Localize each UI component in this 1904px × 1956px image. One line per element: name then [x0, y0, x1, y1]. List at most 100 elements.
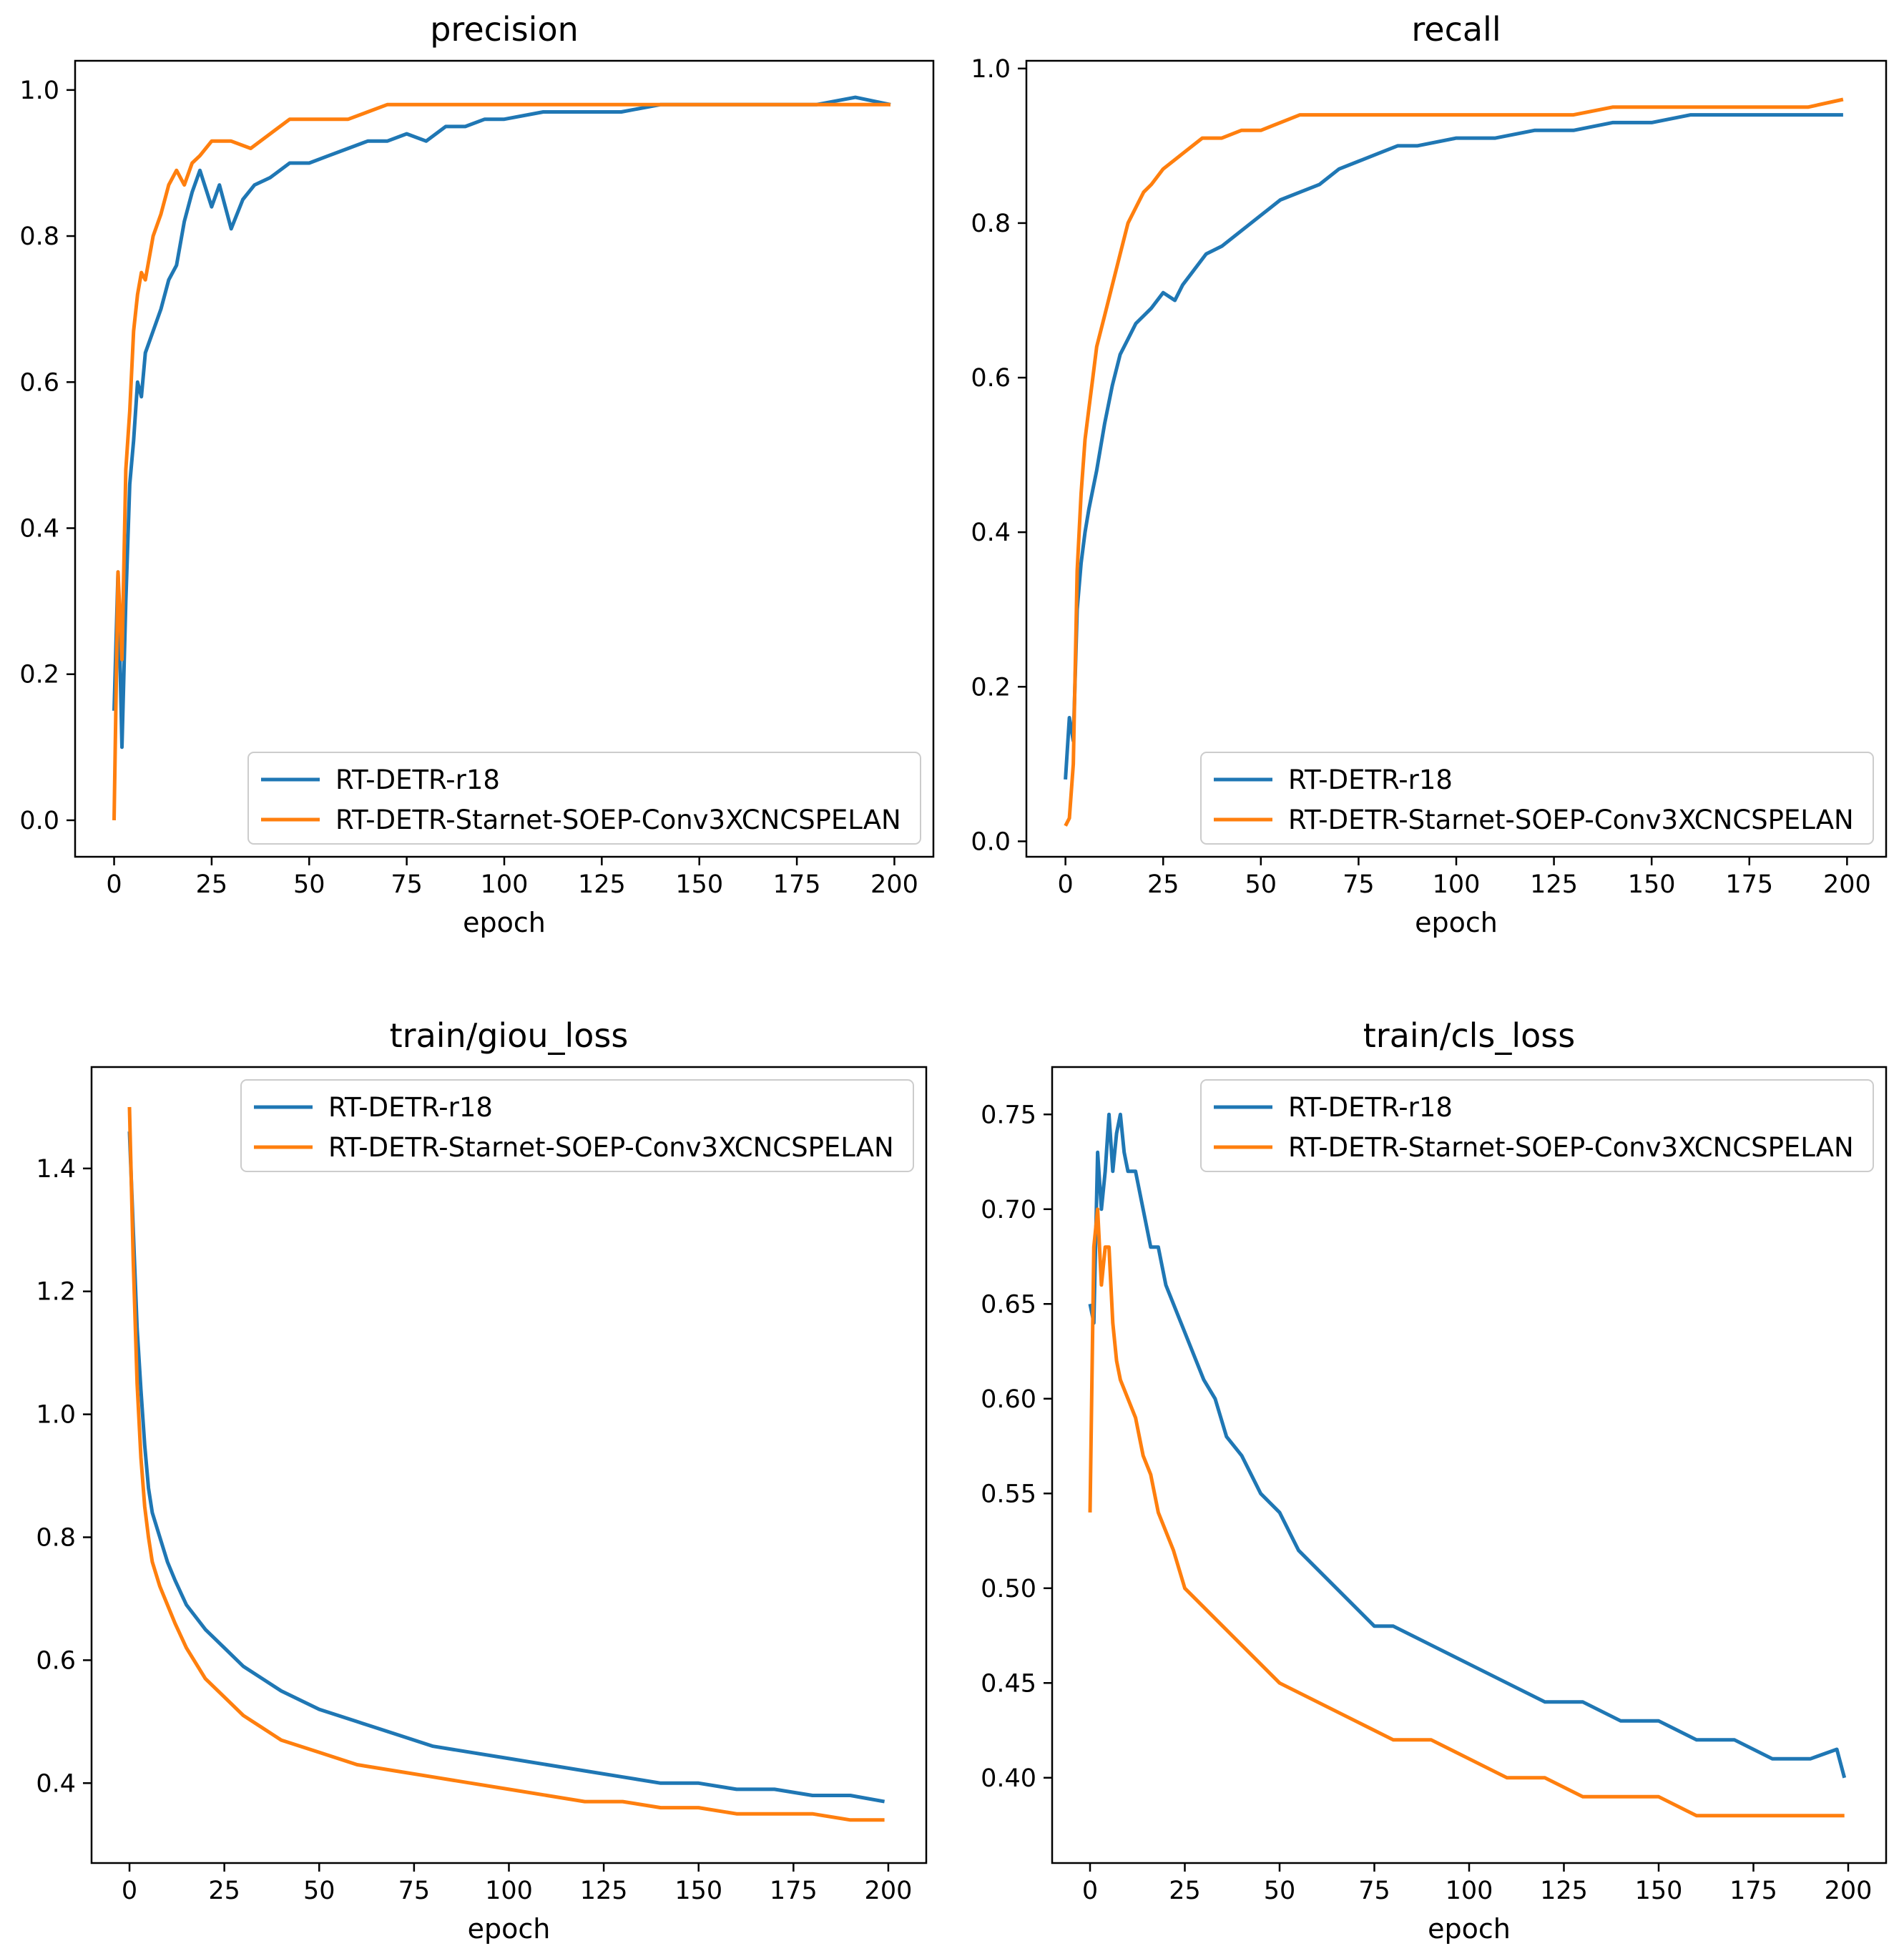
- chart-panel-2: 0 25 50 75 100 125 150 175 200 0.0 0.2 0.4 0.6 0.8 1.0…: [971, 10, 1888, 938]
- chart-panel-1: 0 25 50 75 100 125 150 175 200 0.0 0.2 0.4 0.6 0.8 1.0…: [19, 10, 935, 938]
- x-tick-label: 175: [1725, 870, 1773, 899]
- x-tick-label: 150: [1635, 1877, 1683, 1905]
- y-tick-label: 1.2: [36, 1278, 76, 1307]
- axes-frame: [1051, 1066, 1888, 1864]
- y-tick-label: 1.0: [36, 1401, 76, 1430]
- x-tick-label: 125: [1540, 1877, 1588, 1905]
- chart-panel-3: 0 25 50 75 100 125 150 175 200 0.4 0.6 0.8 1.0 1.2 1.4…: [36, 1016, 928, 1945]
- x-tick-label: 150: [674, 1877, 722, 1905]
- chart-title: recall: [1411, 10, 1501, 49]
- y-tick-label: 0.8: [36, 1523, 76, 1552]
- series-line-rt-detr-r18: [1088, 1112, 1847, 1779]
- y-tick-label: 0.4: [19, 515, 59, 544]
- x-tick-label: 75: [1343, 870, 1375, 899]
- x-tick-label: 50: [303, 1877, 335, 1905]
- x-tick-label: 50: [1245, 870, 1277, 899]
- legend-entry: RT-DETR-r18: [328, 1092, 493, 1123]
- y-tick-label: 0.45: [981, 1669, 1036, 1698]
- x-tick-label: 125: [578, 870, 626, 899]
- legend-frame: [247, 752, 921, 845]
- y-tick-label: 0.8: [19, 222, 59, 251]
- x-tick-label: 200: [1823, 870, 1871, 899]
- y-tick-label: 0.55: [981, 1480, 1036, 1508]
- series-line-rt-detr-r18: [127, 1131, 885, 1804]
- x-tick-label: 0: [122, 1877, 137, 1905]
- chart-title: train/giou_loss: [390, 1016, 629, 1055]
- y-tick-label: 0.65: [981, 1290, 1036, 1319]
- series-line-rt-detr-starnet: [1064, 97, 1844, 827]
- axes-frame: [90, 1066, 928, 1864]
- legend-entry: RT-DETR-Starnet-SOEP-Conv3XCNCSPELAN: [1288, 1132, 1854, 1163]
- x-tick-label: 75: [398, 1877, 431, 1905]
- y-tick-label: 1.0: [19, 77, 59, 105]
- x-axis-label: epoch: [1428, 1913, 1511, 1945]
- x-tick-label: 25: [208, 1877, 240, 1905]
- y-tick-label: 0.60: [981, 1385, 1036, 1414]
- chart-panel-4: 0 25 50 75 100 125 150 175 200 0.40 0.45 0.50 0.55 0.…: [981, 1016, 1888, 1945]
- x-tick-label: 100: [485, 1877, 533, 1905]
- x-tick-label: 125: [580, 1877, 628, 1905]
- x-tick-label: 0: [1057, 870, 1073, 899]
- x-tick-label: 100: [481, 870, 529, 899]
- series-line-rt-detr-starnet: [127, 1106, 885, 1822]
- x-tick-label: 150: [675, 870, 723, 899]
- series-line-rt-detr-starnet: [112, 102, 890, 820]
- x-tick-label: 50: [293, 870, 325, 899]
- x-axis-label: epoch: [463, 907, 546, 938]
- legend-entry: RT-DETR-r18: [1288, 1092, 1453, 1123]
- legend: RT-DETR-r18 RT-DETR-Starnet-SOEP-Conv3XCN…: [247, 752, 921, 845]
- x-tick-label: 25: [1147, 870, 1179, 899]
- x-tick-label: 75: [1358, 1877, 1390, 1905]
- legend-entry: RT-DETR-r18: [335, 765, 500, 795]
- y-tick-label: 0.0: [971, 827, 1011, 856]
- x-tick-label: 200: [1825, 1877, 1873, 1905]
- y-tick-label: 0.6: [19, 368, 59, 397]
- chart-title: train/cls_loss: [1363, 1016, 1575, 1055]
- y-tick-label: 0.0: [19, 807, 59, 835]
- legend-frame: [1200, 752, 1874, 845]
- y-tick-label: 0.50: [981, 1575, 1036, 1603]
- y-tick-label: 0.6: [971, 364, 1011, 393]
- x-tick-label: 25: [1169, 1877, 1201, 1905]
- y-tick-label: 0.4: [971, 519, 1011, 547]
- y-tick-label: 0.75: [981, 1101, 1036, 1129]
- x-tick-label: 200: [870, 870, 918, 899]
- y-tick-label: 0.70: [981, 1196, 1036, 1224]
- y-tick-label: 0.6: [36, 1646, 76, 1675]
- x-tick-label: 75: [391, 870, 423, 899]
- x-tick-label: 200: [865, 1877, 913, 1905]
- legend: RT-DETR-r18 RT-DETR-Starnet-SOEP-Conv3XCN…: [1200, 752, 1874, 845]
- x-tick-label: 175: [1729, 1877, 1777, 1905]
- y-tick-label: 0.4: [36, 1769, 76, 1798]
- series-line-rt-detr-r18: [112, 95, 891, 750]
- y-tick-label: 0.40: [981, 1764, 1036, 1793]
- legend: RT-DETR-r18 RT-DETR-Starnet-SOEP-Conv3XCN…: [1200, 1079, 1874, 1172]
- y-tick-label: 1.4: [36, 1155, 76, 1184]
- x-tick-label: 25: [196, 870, 228, 899]
- x-axis-label: epoch: [468, 1913, 551, 1945]
- legend-entry: RT-DETR-Starnet-SOEP-Conv3XCNCSPELAN: [335, 805, 901, 835]
- chart-title: precision: [430, 10, 579, 49]
- x-axis-label: epoch: [1415, 907, 1498, 938]
- x-tick-label: 125: [1530, 870, 1578, 899]
- y-tick-label: 0.2: [19, 661, 59, 689]
- x-tick-label: 150: [1628, 870, 1676, 899]
- x-tick-label: 100: [1446, 1877, 1493, 1905]
- legend-frame: [240, 1079, 914, 1172]
- legend-frame: [1200, 1079, 1874, 1172]
- x-tick-label: 100: [1433, 870, 1481, 899]
- legend-entry: RT-DETR-r18: [1288, 765, 1453, 795]
- y-tick-label: 0.8: [971, 210, 1011, 238]
- x-tick-label: 175: [770, 1877, 818, 1905]
- y-tick-label: 1.0: [971, 55, 1011, 84]
- legend: RT-DETR-r18 RT-DETR-Starnet-SOEP-Conv3XCN…: [240, 1079, 914, 1172]
- x-tick-label: 50: [1264, 1877, 1296, 1905]
- series-line-rt-detr-starnet: [1088, 1207, 1845, 1818]
- legend-entry: RT-DETR-Starnet-SOEP-Conv3XCNCSPELAN: [1288, 805, 1854, 835]
- x-tick-label: 0: [106, 870, 122, 899]
- x-tick-label: 175: [773, 870, 821, 899]
- legend-entry: RT-DETR-Starnet-SOEP-Conv3XCNCSPELAN: [328, 1132, 894, 1163]
- x-tick-label: 0: [1082, 1877, 1098, 1905]
- series-line-rt-detr-r18: [1064, 113, 1843, 780]
